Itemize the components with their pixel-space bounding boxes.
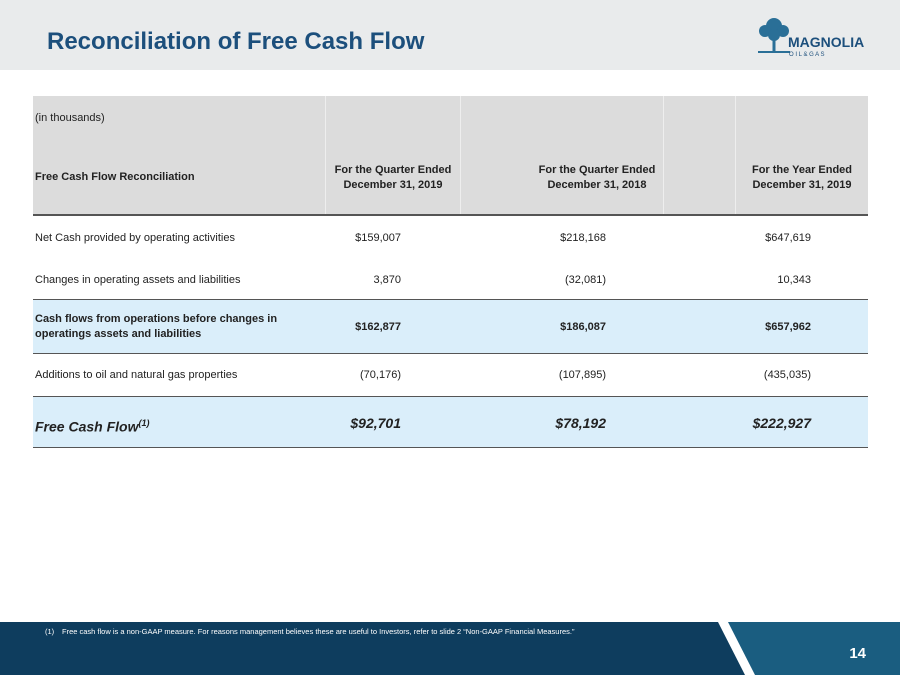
page-number: 14 — [849, 645, 866, 662]
row-value: $218,168 — [560, 231, 606, 244]
row-value: $162,877 — [355, 320, 401, 333]
row-label: Additions to oil and natural gas propert… — [35, 369, 238, 381]
row-value: (107,895) — [558, 369, 606, 381]
row-rule — [33, 353, 868, 354]
footer-accent — [728, 622, 900, 675]
row-shade — [33, 397, 868, 448]
column-separator — [460, 96, 461, 215]
column-separator — [735, 96, 736, 215]
row-value: $647,619 — [765, 231, 811, 244]
row-value: $159,007 — [355, 231, 401, 244]
column-header: December 31, 2019 — [343, 179, 443, 191]
column-separator — [663, 96, 664, 215]
row-label: Cash flows from operations before change… — [35, 313, 278, 340]
column-separator — [325, 96, 326, 215]
column-header: December 31, 2018 — [547, 179, 647, 191]
row-rule — [33, 259, 868, 260]
column-header: December 31, 2019 — [752, 179, 852, 191]
row-shade — [33, 300, 868, 354]
row-label: Net Cash provided by operating activitie… — [35, 231, 235, 244]
logo-name: MAGNOLIA — [788, 34, 864, 50]
column-header: Free Cash Flow Reconciliation — [35, 171, 195, 183]
row-value: (435,035) — [763, 369, 811, 381]
footnote-ref: (1) — [138, 417, 150, 428]
row-value: 10,343 — [777, 273, 811, 286]
logo: MAGNOLIA O I L & G A S — [758, 18, 864, 58]
header-rule — [33, 214, 868, 216]
row-value: (70,176) — [360, 369, 401, 381]
total-label: Free Cash Flow(1) — [35, 417, 150, 435]
total-value: $78,192 — [555, 414, 606, 431]
logo-tree — [758, 18, 790, 53]
total-value: $222,927 — [752, 414, 811, 431]
logo-tagline: O I L & G A S — [789, 52, 824, 58]
row-rule — [33, 396, 868, 397]
footer: (1) Free cash flow is a non-GAAP measure… — [0, 622, 900, 675]
column-header: For the Quarter Ended — [334, 164, 452, 176]
header-band — [0, 0, 900, 70]
slide-title: Reconciliation of Free Cash Flow — [47, 28, 425, 55]
row-value: $657,962 — [765, 320, 811, 333]
footnote-marker: (1) — [45, 627, 55, 636]
units: (in thousands) — [35, 112, 105, 124]
column-header: For the Year Ended — [751, 164, 853, 176]
row-rule — [33, 447, 868, 448]
footnote: Free cash flow is a non-GAAP measure. Fo… — [62, 627, 575, 636]
row-rule — [33, 299, 868, 300]
row-value: $186,087 — [560, 320, 606, 333]
total-value: $92,701 — [350, 414, 401, 431]
row-value: 3,870 — [373, 273, 401, 286]
column-header: For the Quarter Ended — [538, 164, 656, 176]
header-bg — [33, 96, 868, 215]
table: (in thousands) Free Cash Flow Reconciliat… — [33, 96, 868, 448]
row-value: (32,081) — [565, 273, 606, 286]
row-label: Changes in operating assets and liabilit… — [35, 273, 241, 286]
